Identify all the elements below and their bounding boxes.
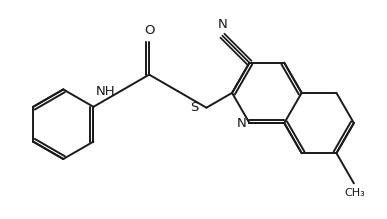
Text: N: N [217, 18, 227, 31]
Text: S: S [191, 101, 199, 114]
Text: NH: NH [96, 85, 116, 98]
Text: CH₃: CH₃ [345, 188, 365, 198]
Text: O: O [144, 24, 154, 37]
Text: N: N [237, 117, 247, 129]
